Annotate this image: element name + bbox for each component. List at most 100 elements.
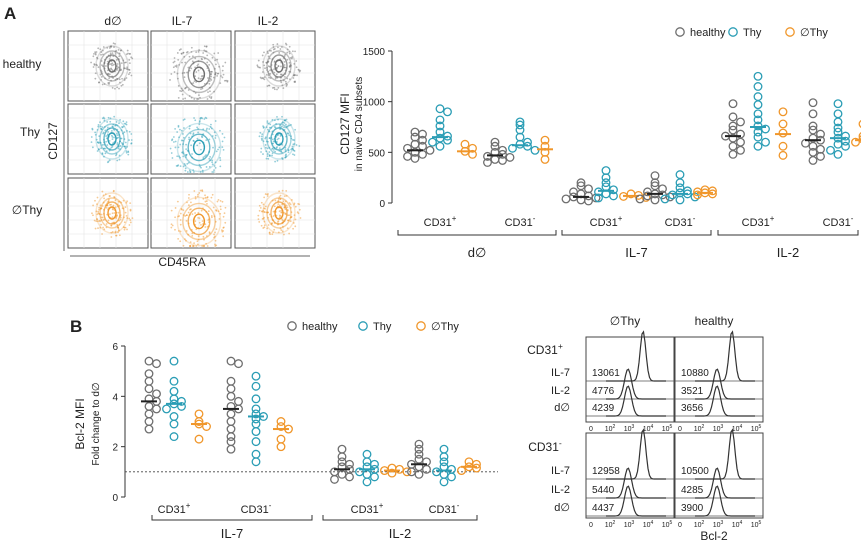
flow-event-dot	[121, 83, 124, 86]
flow-event-dot	[210, 73, 212, 75]
legend-marker	[416, 321, 426, 331]
flow-event-dot	[182, 139, 184, 142]
flow-event-dot	[182, 152, 185, 155]
flow-event-dot	[116, 132, 118, 135]
flow-event-dot	[221, 69, 224, 72]
flow-event-dot	[271, 199, 274, 202]
data-point	[162, 404, 171, 414]
flow-event-dot	[186, 162, 189, 165]
histo-line-label: d∅	[554, 402, 570, 414]
flow-event-dot	[114, 50, 117, 53]
flow-contour	[103, 127, 121, 151]
data-point	[472, 463, 481, 473]
data-point	[675, 195, 685, 205]
data-point	[355, 467, 364, 477]
histo-line-label: IL-2	[551, 484, 570, 496]
legend-marker	[287, 321, 297, 331]
flow-event-dot	[95, 220, 98, 223]
flow-event-dot	[213, 90, 215, 93]
flow-contour	[176, 122, 222, 173]
flow-event-dot	[185, 156, 187, 158]
flow-event-dot	[280, 209, 283, 212]
flow-event-dot	[197, 131, 199, 134]
data-point	[418, 149, 427, 159]
flow-event-dot	[264, 146, 267, 149]
flow-event-dot	[199, 78, 202, 80]
condition-label: IL-7	[221, 526, 243, 541]
data-point	[414, 439, 424, 449]
flow-event-dot	[105, 206, 108, 209]
data-point	[753, 132, 763, 142]
data-point	[675, 183, 685, 193]
flow-event-dot	[206, 61, 209, 64]
flow-event-dot	[290, 123, 292, 126]
flow-event-dot	[281, 230, 284, 233]
flow-event-dot	[95, 210, 98, 213]
data-point	[601, 173, 611, 183]
data-point	[169, 419, 179, 429]
flow-event-dot	[128, 59, 131, 61]
flow-event-dot	[266, 69, 268, 71]
subset-label: CD31-	[429, 501, 460, 516]
flow-event-dot	[187, 197, 190, 199]
data-point	[808, 98, 818, 108]
flow-event-dot	[182, 155, 185, 158]
flow-event-dot	[95, 218, 98, 220]
flow-event-dot	[265, 73, 268, 76]
flow-event-dot	[290, 137, 293, 140]
flow-event-dot	[92, 204, 94, 207]
flow-event-dot	[211, 171, 214, 173]
flow-plot	[234, 177, 316, 249]
flow-event-dot	[99, 125, 102, 128]
flow-event-dot	[188, 95, 191, 97]
flow-event-dot	[181, 151, 184, 153]
flow-event-dot	[199, 96, 201, 99]
flow-event-dot	[102, 147, 105, 150]
flow-event-dot	[284, 150, 287, 153]
data-point	[226, 356, 236, 366]
flow-contour	[95, 118, 129, 160]
flow-event-dot	[209, 156, 212, 158]
flow-event-dot	[221, 132, 224, 135]
flow-event-dot	[273, 205, 276, 208]
flow-event-dot	[186, 71, 188, 74]
flow-event-dot	[190, 67, 193, 70]
flow-event-dot	[102, 226, 104, 229]
flow-event-dot	[286, 206, 289, 209]
flow-event-dot	[211, 161, 214, 164]
data-point	[435, 104, 445, 114]
flow-event-dot	[222, 73, 225, 76]
flow-event-dot	[109, 52, 112, 55]
flow-event-dot	[211, 135, 214, 137]
flow-event-dot	[220, 75, 222, 77]
flow-event-dot	[195, 245, 198, 247]
flow-contour	[266, 123, 292, 155]
flow-event-dot	[100, 60, 103, 62]
flow-event-dot	[283, 119, 286, 122]
flow-event-dot	[96, 196, 99, 199]
flow-event-dot	[179, 128, 181, 131]
flow-event-dot	[104, 77, 106, 80]
flow-event-dot	[288, 202, 291, 204]
flow-event-dot	[205, 242, 208, 245]
flow-event-dot	[109, 55, 112, 58]
flow-event-dot	[120, 62, 123, 65]
flow-event-dot	[92, 66, 95, 68]
flow-event-dot	[277, 220, 280, 223]
flow-event-dot	[215, 209, 217, 211]
data-point	[414, 454, 424, 464]
histogram-x-tick: 102	[605, 424, 616, 433]
flow-event-dot	[91, 212, 93, 215]
flow-event-dot	[190, 208, 192, 211]
data-point	[152, 404, 161, 414]
flow-event-dot	[174, 216, 176, 219]
flow-event-dot	[205, 166, 208, 168]
flow-event-dot	[118, 55, 121, 58]
flow-event-dot	[198, 120, 201, 122]
histogram-curve	[695, 330, 755, 382]
flow-event-dot	[177, 146, 180, 149]
flow-event-dot	[267, 128, 269, 131]
flow-event-dot	[180, 208, 183, 211]
flow-event-dot	[271, 138, 274, 141]
flow-event-dot	[185, 214, 188, 217]
